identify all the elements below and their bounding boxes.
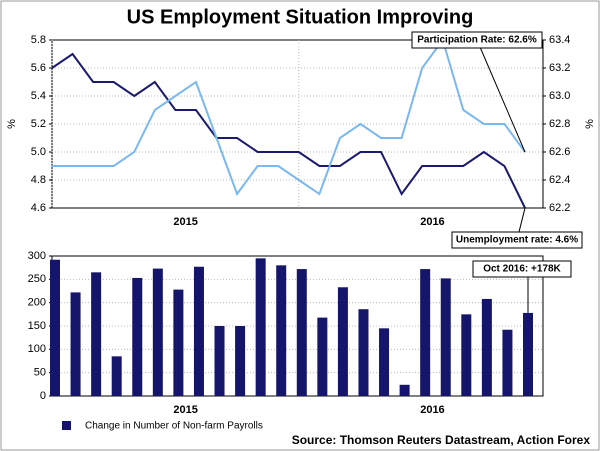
bar bbox=[152, 268, 163, 396]
source: Source: Thomson Reuters Datastream, Acti… bbox=[292, 433, 591, 447]
bar bbox=[235, 326, 246, 396]
bar bbox=[70, 292, 81, 396]
y-tick-label: 100 bbox=[28, 343, 46, 355]
bar bbox=[461, 314, 472, 396]
y-tick-label: 0 bbox=[40, 390, 46, 402]
y-tick-label: 4.6 bbox=[31, 202, 46, 214]
y2-tick-label: 62.8 bbox=[549, 118, 570, 130]
y-tick-label: 5.2 bbox=[31, 118, 46, 130]
bar bbox=[399, 384, 410, 396]
y2-tick-label: 62.2 bbox=[549, 202, 570, 214]
x-tick-label: 2016 bbox=[420, 216, 444, 228]
annotation-box bbox=[451, 231, 583, 249]
y-tick-label: 5.0 bbox=[31, 146, 46, 158]
chart-title: US Employment Situation Improving bbox=[127, 6, 474, 28]
y-tick-label: 4.8 bbox=[31, 174, 46, 186]
annotation: Participation Rate: 62.6% bbox=[417, 35, 537, 46]
bar bbox=[276, 265, 287, 396]
series-line bbox=[52, 37, 526, 197]
y-tick-label: 200 bbox=[28, 297, 46, 309]
y-tick-label: 5.8 bbox=[31, 34, 46, 46]
legend-label: Change in Number of Non-farm Payrolls bbox=[85, 421, 263, 432]
bar bbox=[50, 259, 60, 396]
y2-tick-label: 62.6 bbox=[549, 146, 570, 158]
x-tick-label: 2016 bbox=[420, 404, 444, 416]
y-tick-label: 5.4 bbox=[31, 90, 46, 102]
legend-swatch bbox=[62, 421, 71, 430]
bar bbox=[420, 269, 431, 396]
y-tick-label: 5.6 bbox=[31, 62, 46, 74]
annotation-leader bbox=[476, 39, 526, 153]
annotation: Unemployment rate: 4.6% bbox=[456, 235, 578, 246]
y-tick-label: 50 bbox=[34, 367, 46, 379]
bar bbox=[255, 258, 266, 396]
bar bbox=[481, 298, 492, 396]
bar bbox=[214, 326, 225, 396]
x-tick-label: 2015 bbox=[173, 404, 197, 416]
bar bbox=[193, 266, 204, 396]
series-line bbox=[51, 52, 526, 209]
y2-tick-label: 63.2 bbox=[549, 62, 570, 74]
bar bbox=[379, 328, 390, 396]
y2-axis-label: % bbox=[584, 119, 596, 129]
y2-tick-label: 63.4 bbox=[549, 34, 570, 46]
bar bbox=[111, 356, 122, 396]
annotation-box bbox=[411, 31, 543, 49]
x-tick-label: 2015 bbox=[173, 216, 197, 228]
y-axis-label: % bbox=[6, 119, 18, 129]
y2-tick-label: 62.4 bbox=[549, 174, 570, 186]
bar bbox=[173, 289, 184, 396]
y-tick-label: 250 bbox=[28, 273, 46, 285]
bar bbox=[132, 277, 143, 396]
bar bbox=[296, 269, 307, 396]
bar bbox=[317, 317, 328, 396]
annotation: Oct 2016: +178K bbox=[483, 264, 561, 275]
annotation-box bbox=[472, 260, 572, 278]
bar bbox=[523, 312, 533, 396]
y-tick-label: 150 bbox=[28, 320, 46, 332]
bar bbox=[358, 309, 369, 396]
bar bbox=[502, 329, 513, 396]
bar bbox=[440, 278, 451, 396]
bar bbox=[337, 287, 348, 396]
y2-tick-label: 63.0 bbox=[549, 90, 570, 102]
bar bbox=[91, 272, 102, 396]
y-tick-label: 300 bbox=[28, 250, 46, 262]
